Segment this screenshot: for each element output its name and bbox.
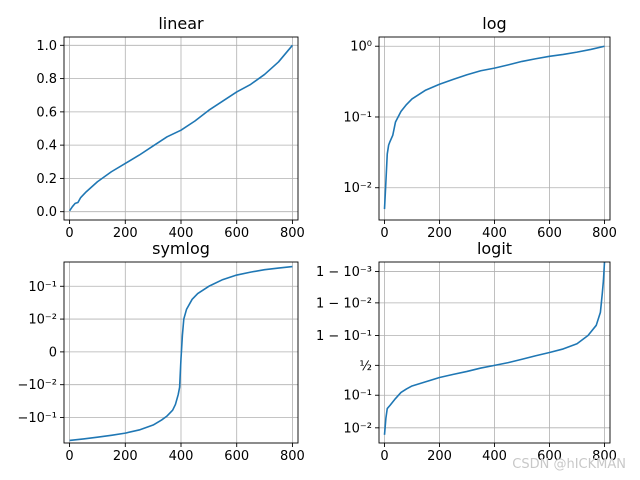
subplot-linear: 0 200 400 600 800 0.0 0.2 0.4 0.6 0.8 1.0 linear: [36, 14, 305, 241]
y-tick-label-0-8: 0.8: [36, 72, 57, 87]
x-tick-label-0: 0: [380, 449, 388, 464]
y-tick-label-10: 10⁻²: [28, 313, 57, 328]
x-tick-label-400: 400: [482, 226, 507, 241]
x-tick-label-0: 0: [65, 226, 73, 241]
subplot-title: symlog: [152, 239, 210, 258]
y-tick-label-10: −10⁻²: [17, 378, 57, 393]
y-tick-label-0-4: 0.4: [36, 139, 57, 154]
y-tick-label-10: −10⁻¹: [17, 411, 57, 426]
y-tick-label-val: ½: [359, 359, 372, 374]
subplot-title: log: [482, 14, 506, 33]
y-tick-label-10: 10⁻²: [343, 421, 372, 436]
x-tick-label-800: 800: [280, 449, 305, 464]
series-line-log: [383, 45, 605, 210]
y-tick-label-10: 10⁻¹: [343, 389, 372, 404]
subplot-log: 0 200 400 600 800 10⁻² 10⁻¹ 10⁰ log: [343, 14, 617, 241]
subplot-title: logit: [477, 239, 512, 258]
y-tick-label-0-6: 0.6: [36, 105, 57, 120]
series-line-logit: [383, 261, 606, 435]
y-tick-label-10: 10⁰: [350, 40, 372, 55]
y-tick-label-10: 10⁻¹: [28, 280, 57, 295]
x-tick-label-200: 200: [113, 226, 138, 241]
subplot-title: linear: [158, 14, 204, 33]
x-tick-label-400: 400: [169, 449, 194, 464]
x-tick-label-800: 800: [592, 226, 617, 241]
x-tick-label-0: 0: [380, 226, 388, 241]
y-tick-label-10: 10⁻¹: [343, 110, 372, 125]
y-tick-label-1-0: 1.0: [36, 39, 57, 54]
y-tick-label-0: 0: [49, 345, 57, 360]
x-tick-label-600: 600: [224, 449, 249, 464]
y-tick-label-1-10: 1 − 10⁻³: [316, 265, 372, 280]
x-tick-label-800: 800: [592, 449, 617, 464]
y-tick-label-0-2: 0.2: [36, 172, 57, 187]
x-tick-label-600: 600: [537, 449, 562, 464]
x-tick-label-400: 400: [482, 449, 507, 464]
y-tick-label-10: 10⁻²: [343, 181, 372, 196]
x-tick-label-400: 400: [169, 226, 194, 241]
y-tick-label-1-10: 1 − 10⁻²: [316, 296, 372, 311]
x-tick-label-200: 200: [427, 449, 452, 464]
subplot-logit: 0 200 400 600 800 10⁻² 10⁻¹ ½ 1 − 10⁻¹ 1 − 10⁻² 1 …: [316, 239, 617, 464]
y-tick-label-0-0: 0.0: [36, 205, 57, 220]
x-tick-label-200: 200: [427, 226, 452, 241]
x-tick-label-600: 600: [537, 226, 562, 241]
x-tick-label-800: 800: [280, 226, 305, 241]
subplot-symlog: 0 200 400 600 800 −10⁻¹ −10⁻² 0 10⁻² 10⁻¹ symlog: [17, 239, 304, 464]
x-tick-label-600: 600: [224, 226, 249, 241]
x-tick-label-200: 200: [113, 449, 138, 464]
y-tick-label-1-10: 1 − 10⁻¹: [316, 329, 372, 344]
watermark: CSDN @hICKMAN: [512, 457, 626, 472]
series-line-symlog: [69, 265, 293, 442]
series-line-linear: [68, 44, 294, 212]
x-tick-label-0: 0: [65, 449, 73, 464]
